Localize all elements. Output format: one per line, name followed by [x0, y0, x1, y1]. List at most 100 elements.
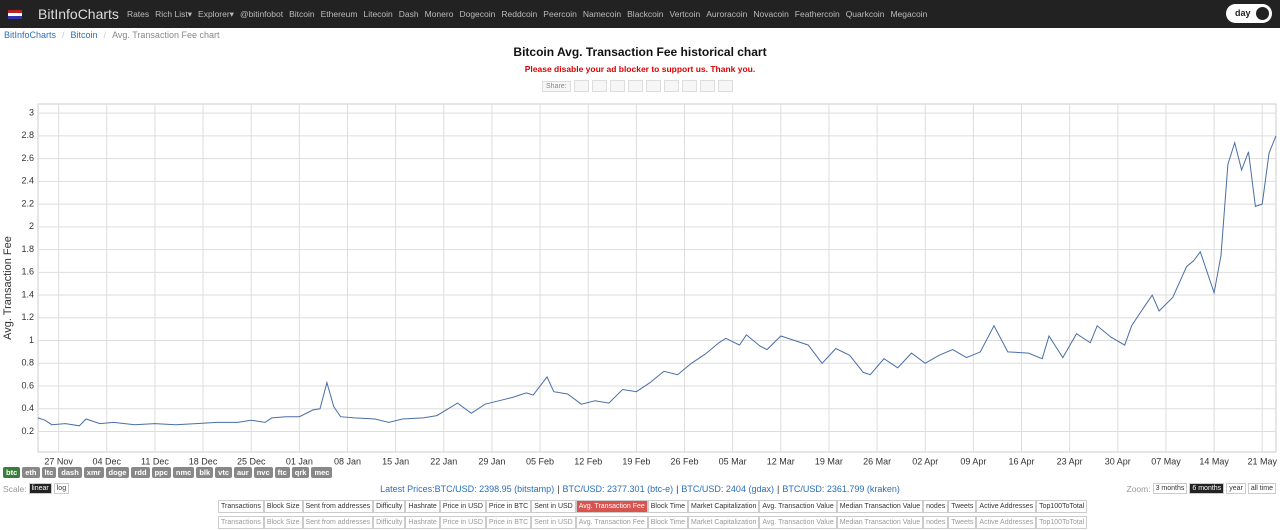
chart-tab[interactable]: nodes	[923, 516, 949, 529]
chart-tab[interactable]: Price in USD	[439, 500, 486, 513]
zoom-option[interactable]: 6 months	[1189, 483, 1225, 494]
chart-tab[interactable]: Median Transaction Value	[836, 500, 924, 513]
nav-link[interactable]: Auroracoin	[706, 9, 748, 19]
share-icon[interactable]	[609, 80, 625, 92]
breadcrumb-separator: /	[103, 30, 107, 40]
coin-button[interactable]: aur	[234, 467, 252, 478]
chart-tab[interactable]: Hashrate	[405, 516, 440, 529]
chart-tab[interactable]: Transactions	[218, 516, 264, 529]
chart-tab[interactable]: Price in BTC	[485, 516, 532, 529]
breadcrumb-link[interactable]: Avg. Transaction Fee chart	[112, 30, 220, 40]
chart-tab[interactable]: Sent in USD	[531, 516, 576, 529]
breadcrumb-link[interactable]: BitInfoCharts	[4, 30, 57, 40]
zoom-option[interactable]: all time	[1247, 483, 1276, 494]
price-separator: |	[776, 484, 780, 494]
chart-tab[interactable]: Price in USD	[439, 516, 486, 529]
nav-link[interactable]: Novacoin	[753, 9, 789, 19]
nav-link[interactable]: Ethereum	[320, 9, 358, 19]
chart-tab[interactable]: Price in BTC	[485, 500, 532, 513]
nav-link[interactable]: Dash	[398, 9, 419, 19]
nav-link[interactable]: Feathercoin	[794, 9, 840, 19]
x-tick-label: 08 Jan	[334, 456, 361, 466]
price-link[interactable]: BTC/USD: 2377.301 (btc-e)	[562, 484, 674, 494]
share-icon[interactable]	[645, 80, 661, 92]
nav-link[interactable]: Quarkcoin	[845, 9, 885, 19]
chart-tab[interactable]: Tweets	[948, 500, 977, 513]
chart-tab[interactable]: Top100ToTotal	[1036, 516, 1088, 529]
coin-button[interactable]: doge	[105, 467, 130, 478]
x-tick-label: 27 Nov	[44, 456, 73, 466]
coin-button[interactable]: ppc	[151, 467, 171, 478]
chart-tab[interactable]: Block Time	[647, 516, 688, 529]
chart-tab[interactable]: Market Capitalization	[688, 516, 760, 529]
coin-button[interactable]: nmc	[172, 467, 195, 478]
chart-tab[interactable]: Top100ToTotal	[1036, 500, 1088, 513]
coin-button[interactable]: nvc	[253, 467, 273, 478]
coin-button[interactable]: ftc	[274, 467, 290, 478]
nav-link[interactable]: Explorer▾	[198, 8, 234, 19]
nav-link[interactable]: Bitcoin	[289, 9, 315, 19]
coin-button[interactable]: ltc	[41, 467, 57, 478]
coin-button[interactable]: dash	[58, 467, 82, 478]
coin-button[interactable]: xmr	[83, 467, 104, 478]
share-icon[interactable]	[573, 80, 589, 92]
zoom-option[interactable]: year	[1226, 483, 1246, 494]
nav-link[interactable]: Vertcoin	[669, 9, 701, 19]
chart-tab[interactable]: Active Addresses	[976, 516, 1037, 529]
chart-tab[interactable]: Market Capitalization	[688, 500, 760, 513]
coin-button[interactable]: qrk	[291, 467, 310, 478]
chart-tab[interactable]: Difficulty	[373, 516, 406, 529]
language-flag[interactable]	[8, 9, 22, 19]
coin-button[interactable]: mec	[311, 467, 333, 478]
scale-option[interactable]: log	[53, 483, 70, 494]
nav-link[interactable]: Reddcoin	[501, 9, 538, 19]
price-link[interactable]: BTC/USD: 2404 (gdax)	[681, 484, 774, 494]
coin-button[interactable]: blk	[196, 467, 214, 478]
coin-button[interactable]: vtc	[215, 467, 233, 478]
brand[interactable]: BitInfoCharts	[38, 6, 119, 22]
coin-button[interactable]: btc	[3, 467, 21, 478]
nav-link[interactable]: Rates	[126, 9, 150, 19]
chart-tab[interactable]: nodes	[923, 500, 949, 513]
nav-link[interactable]: Namecoin	[582, 9, 622, 19]
price-link[interactable]: BTC/USD: 2398.95 (bitstamp)	[434, 484, 555, 494]
chart-tab[interactable]: Block Size	[263, 516, 303, 529]
chart-tab[interactable]: Transactions	[218, 500, 264, 513]
chart-tab[interactable]: Difficulty	[373, 500, 406, 513]
chart-tab[interactable]: Avg. Transaction Fee	[575, 516, 648, 529]
chart-tab[interactable]: Avg. Transaction Value	[759, 500, 837, 513]
breadcrumb-link[interactable]: Bitcoin	[70, 30, 98, 40]
coin-button[interactable]: eth	[22, 467, 40, 478]
chart-tab[interactable]: Tweets	[948, 516, 977, 529]
data-line	[37, 135, 1277, 427]
price-link[interactable]: BTC/USD: 2361.799 (kraken)	[782, 484, 900, 494]
share-icon[interactable]	[591, 80, 607, 92]
chart-tab[interactable]: Block Size	[263, 500, 303, 513]
share-icon[interactable]	[663, 80, 679, 92]
chart-tab[interactable]: Avg. Transaction Value	[759, 516, 837, 529]
coin-button[interactable]: rdd	[131, 467, 150, 478]
day-night-toggle[interactable]: day	[1226, 4, 1272, 23]
nav-link[interactable]: Monero	[424, 9, 454, 19]
chart-tab[interactable]: Median Transaction Value	[836, 516, 924, 529]
share-icon[interactable]	[681, 80, 697, 92]
nav-link[interactable]: Blackcoin	[627, 9, 664, 19]
share-icon[interactable]	[717, 80, 733, 92]
chart-tab[interactable]: Sent from addresses	[302, 500, 374, 513]
zoom-option[interactable]: 3 months	[1152, 483, 1188, 494]
chart-tab[interactable]: Sent in USD	[531, 500, 576, 513]
chart-tab[interactable]: Avg. Transaction Fee	[575, 500, 648, 513]
share-icon[interactable]	[699, 80, 715, 92]
nav-link[interactable]: Litecoin	[363, 9, 393, 19]
chart-tab[interactable]: Sent from addresses	[302, 516, 374, 529]
nav-link[interactable]: Rich List▾	[155, 8, 193, 19]
nav-link[interactable]: @bitinfobot	[239, 9, 284, 19]
chart-tab[interactable]: Hashrate	[405, 500, 440, 513]
scale-option[interactable]: linear	[28, 483, 52, 494]
nav-link[interactable]: Dogecoin	[459, 9, 496, 19]
nav-link[interactable]: Peercoin	[543, 9, 577, 19]
nav-link[interactable]: Megacoin	[890, 9, 928, 19]
chart-tab[interactable]: Block Time	[647, 500, 688, 513]
chart-tab[interactable]: Active Addresses	[976, 500, 1037, 513]
share-icon[interactable]	[627, 80, 643, 92]
